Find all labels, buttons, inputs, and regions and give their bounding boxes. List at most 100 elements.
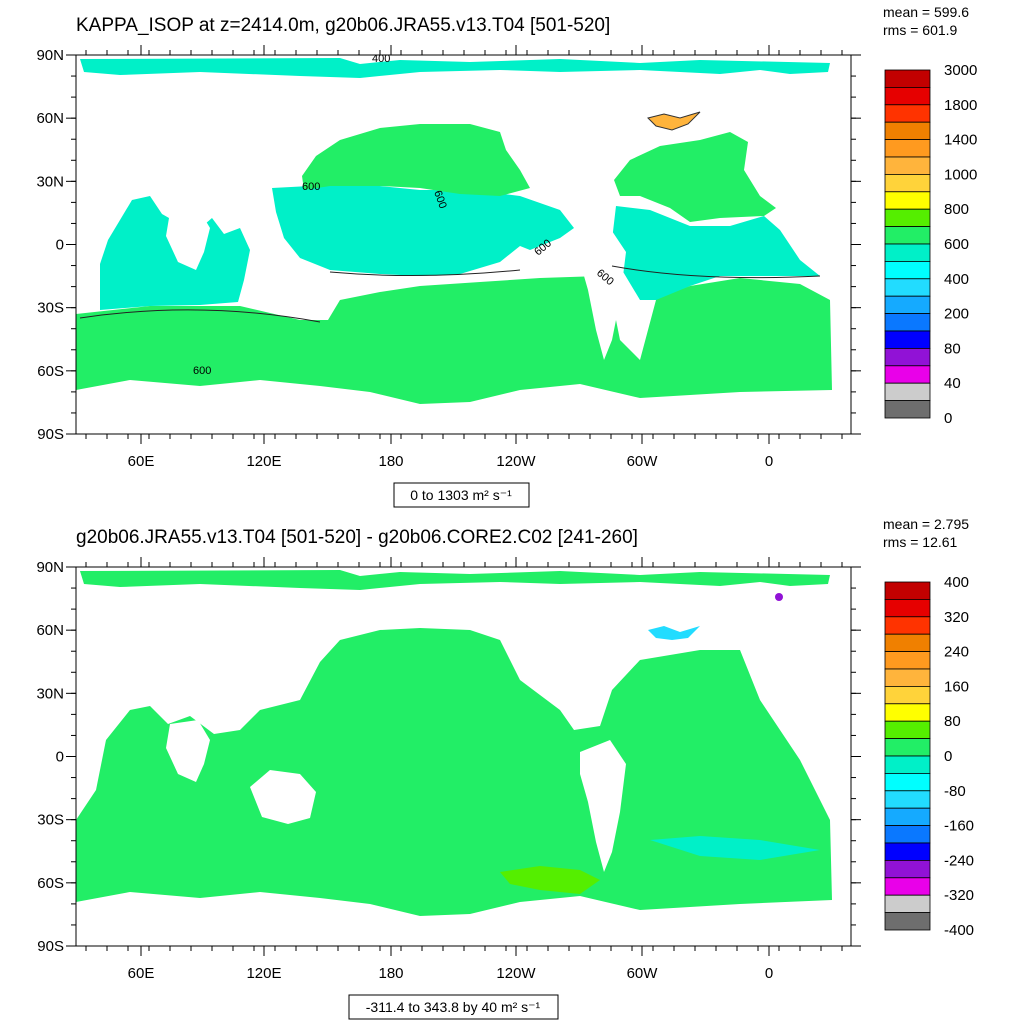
colorbar-label: 1000	[944, 166, 977, 183]
colorbar-label: 800	[944, 201, 969, 218]
p2-southern-yellow	[500, 866, 600, 894]
y-tick-label: 90S	[37, 426, 64, 443]
x-tick-label: 60W	[627, 965, 659, 982]
colorbar-label: 80	[944, 713, 961, 730]
colorbar-swatch	[884, 581, 931, 600]
colorbar-label: 240	[944, 644, 969, 661]
panel2-range-box	[348, 994, 559, 1020]
colorbar-swatch	[884, 121, 931, 140]
colorbar-label: 80	[944, 340, 961, 357]
panel2-mean: mean = 2.795	[883, 516, 969, 532]
colorbar-label: 0	[944, 748, 952, 765]
panel1-range-box	[393, 482, 530, 508]
colorbar-label: 1800	[944, 97, 977, 114]
colorbar-swatch	[884, 260, 931, 280]
p2-blue-streak	[648, 626, 700, 640]
colorbar-label: -400	[944, 922, 974, 939]
y-tick-label: 90N	[36, 47, 64, 64]
colorbar-swatch	[884, 278, 931, 297]
panel2-range-label: -311.4 to 343.8 by 40 m² s⁻¹	[366, 999, 541, 1015]
panel1-tick-labels: 60E 120E 180 120W 60W 0 90N 60N 30N 0 30S 60S 90S	[36, 47, 773, 470]
colorbar-swatch	[884, 738, 931, 757]
x-tick-label: 120E	[246, 965, 281, 982]
y-tick-label: 90S	[37, 938, 64, 955]
p1-contour-label: 400	[372, 53, 390, 65]
panel1-ticks	[66, 45, 861, 444]
colorbar-swatch	[884, 156, 931, 175]
y-tick-label: 90N	[36, 559, 64, 576]
x-tick-label: 180	[378, 965, 403, 982]
y-tick-label: 0	[56, 237, 64, 254]
colorbar-swatch	[884, 347, 931, 367]
colorbar-swatch	[884, 825, 931, 844]
p1-australia	[250, 258, 316, 312]
p2-south-america	[580, 740, 626, 872]
colorbar-swatch	[884, 686, 931, 705]
p1-south	[76, 276, 832, 404]
colorbar-label: 400	[944, 271, 969, 288]
colorbar-swatch	[884, 807, 931, 827]
colorbar-label: 600	[944, 236, 969, 253]
panel2-map	[76, 567, 851, 946]
colorbar-label: -160	[944, 818, 974, 835]
p1-contour	[79, 265, 821, 323]
colorbar-swatch	[884, 400, 931, 419]
panel2-rms: rms = 12.61	[883, 534, 958, 550]
colorbar-swatch	[884, 773, 931, 792]
colorbar-swatch	[884, 720, 931, 740]
colorbar-swatch	[884, 616, 931, 635]
y-tick-label: 30S	[37, 300, 64, 317]
panel1-map: 400 600 600 600 600 600	[76, 53, 851, 434]
p1-contour-label: 600	[302, 181, 320, 193]
colorbar-label: 1400	[944, 132, 977, 149]
colorbar-swatch	[884, 382, 931, 402]
colorbar-swatch	[884, 703, 931, 722]
colorbar-swatch	[884, 173, 931, 193]
colorbar-swatch	[884, 599, 931, 618]
colorbar-swatch	[884, 87, 931, 106]
colorbar-swatch	[884, 104, 931, 123]
colorbar-label: 320	[944, 609, 969, 626]
colorbar-swatch	[884, 877, 931, 896]
y-tick-label: 30N	[36, 685, 64, 702]
x-tick-label: 60E	[128, 965, 155, 982]
y-tick-label: 60S	[37, 875, 64, 892]
colorbar-swatch	[884, 860, 931, 879]
p1-south-america	[580, 228, 626, 360]
colorbar-swatch	[884, 330, 931, 349]
panel2-title: g20b06.JRA55.v13.T04 [501-520] - g20b06.…	[76, 527, 638, 548]
x-tick-label: 0	[765, 453, 773, 470]
y-tick-label: 30N	[36, 173, 64, 190]
x-tick-label: 60E	[128, 453, 155, 470]
colorbar-swatch	[884, 651, 931, 670]
x-tick-label: 120W	[496, 453, 536, 470]
colorbar-swatch	[884, 208, 931, 227]
x-tick-label: 180	[378, 453, 403, 470]
colorbar-swatch	[884, 668, 931, 687]
y-tick-label: 60N	[36, 110, 64, 127]
y-tick-label: 0	[56, 749, 64, 766]
colorbar-swatch	[884, 295, 931, 315]
p2-atl-cyan	[650, 836, 820, 860]
y-tick-label: 60S	[37, 363, 64, 380]
p1-npac	[302, 124, 530, 196]
p2-purple-spot	[775, 593, 783, 601]
colorbar-swatch	[884, 69, 931, 88]
colorbar-label: 0	[944, 410, 952, 427]
p1-atl-trop	[612, 206, 820, 300]
panel1-mean: mean = 599.6	[883, 4, 969, 20]
p1-contour-label: 600	[193, 365, 211, 377]
colorbar-label: -240	[944, 852, 974, 869]
x-tick-label: 120W	[496, 965, 536, 982]
colorbar-swatch	[884, 313, 931, 332]
colorbar-label: 200	[944, 306, 969, 323]
p1-labrador-orange	[647, 111, 701, 131]
panel1-range-label: 0 to 1303 m² s⁻¹	[410, 487, 512, 503]
panel2-ticks	[66, 557, 861, 956]
y-tick-label: 30S	[37, 812, 64, 829]
panel-kappa-isop: KAPPA_ISOP at z=2414.0m, g20b06.JRA55.v1…	[36, 4, 977, 508]
colorbar-label: 40	[944, 375, 961, 392]
p2-arctic	[80, 570, 830, 590]
